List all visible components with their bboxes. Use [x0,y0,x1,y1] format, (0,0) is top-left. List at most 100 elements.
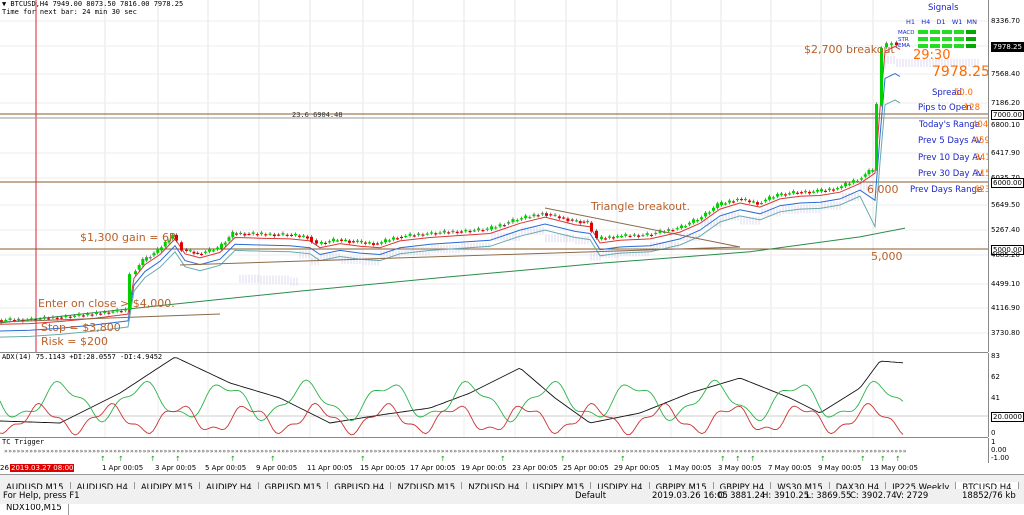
tc-marker: » [714,448,718,455]
tc-trigger-svg: »»»»»»»»»»»»»»»»»»»»»»»»»»»»»»»»»»»»»»»»… [4,448,907,463]
candle-body [243,233,247,236]
tc-marker: » [819,448,823,455]
chart-tab[interactable]: WS30,M15 [771,482,830,495]
signal-cell [930,30,940,34]
chart-tab[interactable]: USDJPY,H4 [591,482,650,495]
chart-tab[interactable]: GBPJPY,M15 [650,482,714,495]
chart-tab[interactable]: GBPJPY,H4 [714,482,772,495]
candle-body [692,219,695,223]
candle-body [408,233,412,236]
tc-marker: » [823,448,827,455]
candle-body [376,243,379,245]
tc-marker: » [554,448,558,455]
date-axis-label: 19 Apr 00:05 [461,464,507,472]
candle-body [696,220,699,222]
stat-label: Prev 30 Day Av [918,169,983,179]
chart-tab[interactable]: AUDUSD,H4 [71,482,135,495]
candle-body [392,237,395,240]
tc-marker: » [231,448,235,455]
candle-body [820,189,823,192]
tc-marker: » [613,448,617,455]
candle-body [425,233,429,235]
tc-axis[interactable]: 1 0.00 -1.00 [988,438,1024,463]
tc-axis-label: 1 [991,438,996,446]
candle-body [196,252,200,254]
candle-body [227,237,231,241]
candle-body [632,234,636,236]
chart-tab[interactable]: GBPUSD,H4 [328,482,392,495]
tc-marker: » [285,448,289,455]
date-axis-label: 25 Apr 00:05 [563,464,609,472]
annotation-triangle-breakout: Triangle breakout. [591,200,690,213]
tc-marker: » [899,448,903,455]
chart-tab[interactable]: NZDUSD,M15 [391,482,463,495]
chart-tab[interactable]: AUDUSD,M15 [0,482,71,495]
chart-tab[interactable]: NZDUSD,H4 [462,482,527,495]
date-axis-label: 3 Apr 00:05 [155,464,197,472]
candle-body [180,242,183,251]
tc-marker: » [143,448,147,455]
tc-marker: » [802,448,806,455]
tc-marker: » [655,448,659,455]
tc-marker: » [659,448,663,455]
tc-marker: » [96,448,100,455]
tc-marker: » [92,448,96,455]
candle-body [320,242,323,244]
tc-marker: » [726,448,730,455]
candle-body [160,247,163,251]
tc-marker: » [449,448,453,455]
signal-cell [930,44,940,48]
tc-marker: » [705,448,709,455]
price-chart-pane[interactable]: ▼ BTCUSD,H4 7949.00 8073.50 7816.00 7978… [0,0,988,353]
candle-body [220,243,223,249]
tc-marker: » [848,448,852,455]
candle-body [848,183,851,185]
candle-body [562,217,566,219]
candle-body [156,248,160,253]
candle-body [800,192,803,194]
adx-pane[interactable]: ADX(14) 75.1143 +DI:28.0557 -DI:4.9452 [0,353,988,438]
tc-marker: » [206,448,210,455]
tc-marker: » [684,448,688,455]
tc-marker: » [525,448,529,455]
candle-body [281,233,285,235]
tc-marker: » [432,448,436,455]
tc-marker: » [71,448,75,455]
date-axis-label: 23 Apr 00:05 [512,464,558,472]
candle-body [17,318,21,321]
chart-tab[interactable]: AUDJPY,M15 [135,482,200,495]
tc-marker: » [878,448,882,455]
tc-marker: » [722,448,726,455]
price-axis-label: 6000.00 [991,178,1024,188]
tc-marker: » [739,448,743,455]
tc-marker: » [579,448,583,455]
candle-body [451,230,455,233]
chart-tab[interactable]: JP225,Weekly [886,482,957,495]
chart-tab[interactable]: USDJPY,M15 [527,482,592,495]
tc-marker: » [588,448,592,455]
chart-tab[interactable]: GBPUSD,M15 [259,482,329,495]
candle-body [890,43,893,45]
adx-axis-label: 62 [991,373,1000,381]
candle-body [64,315,68,318]
date-axis-label: 3 May 00:05 [718,464,762,472]
candle-body [836,188,839,190]
tc-trigger-pane[interactable]: »»»»»»»»»»»»»»»»»»»»»»»»»»»»»»»»»»»»»»»»… [0,438,988,464]
tc-buy-arrow: ↑ [100,455,106,463]
chart-tab[interactable]: DAX30,H4 [830,482,887,495]
tc-marker: » [697,448,701,455]
tc-buy-arrow: ↑ [150,455,156,463]
price-axis[interactable]: 8336.70 7978.25 7568.40 7186.20 7000.00 6800.… [988,0,1024,352]
candle-body [111,311,115,313]
adx-axis[interactable]: 83 62 41 20.0000 0 [988,352,1024,437]
chart-tabs: AUDUSD,M15 AUDUSD,H4 AUDJPY,M15 AUDJPY,H4 GB… [0,474,1024,515]
time-axis[interactable]: 26 2019.03.27 08:00 1 Apr 00:05 3 Apr 00:05… [0,463,1024,474]
tc-buy-arrow: ↑ [175,455,181,463]
chart-tab[interactable]: AUDJPY,H4 [200,482,259,495]
tc-marker: » [306,448,310,455]
tc-marker: » [781,448,785,455]
signal-cell [942,37,952,41]
tc-marker: » [344,448,348,455]
stat-label: Prev 5 Days Av [918,136,982,146]
candle-body [792,191,795,194]
